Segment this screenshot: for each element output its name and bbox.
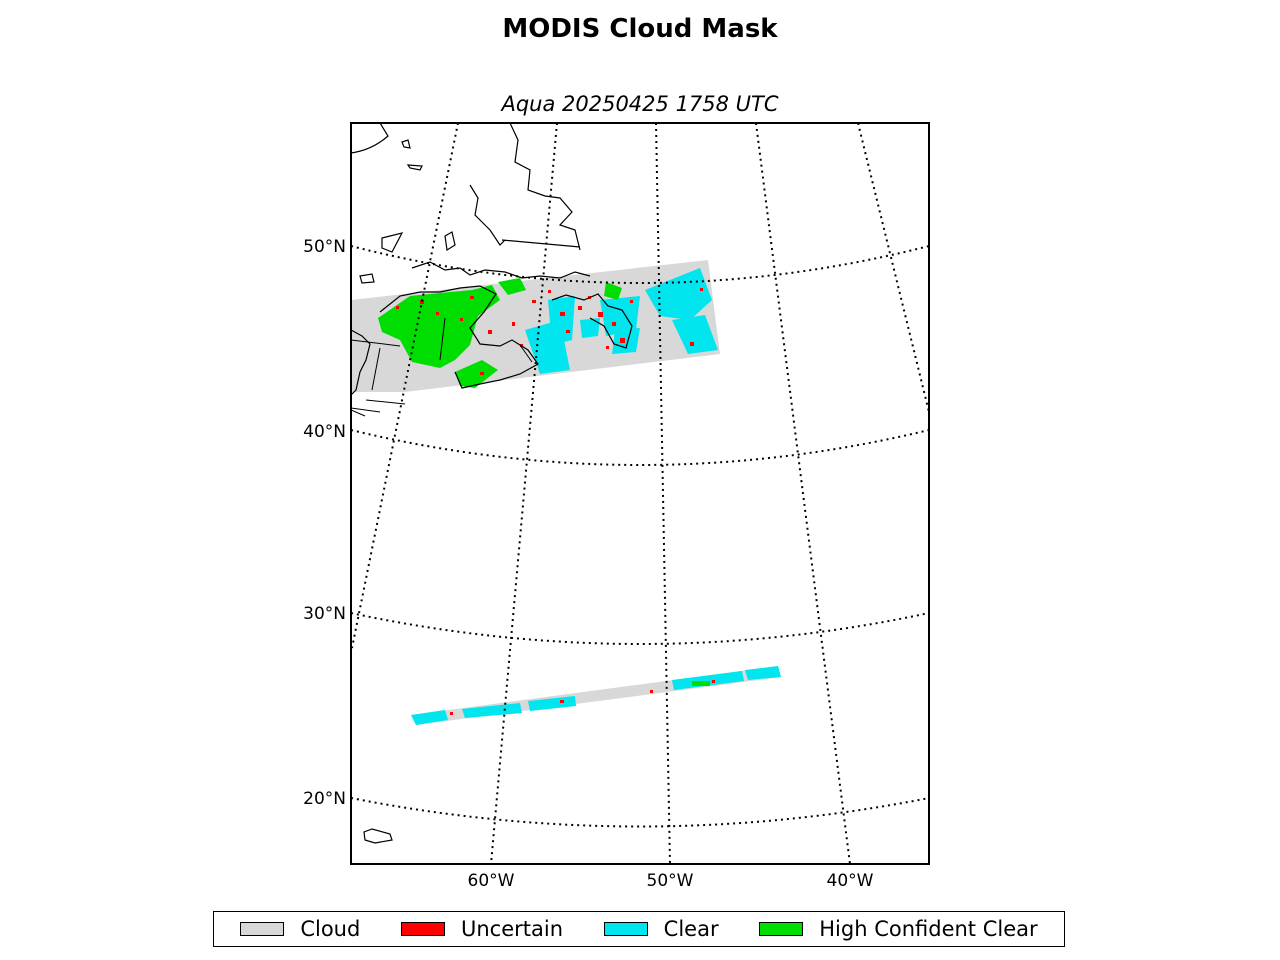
uncertain-south	[450, 680, 715, 715]
uncertain-regions	[396, 288, 703, 375]
legend-item-clear: Clear	[603, 917, 719, 941]
map-subtitle: Aqua 20250425 1758 UTC	[501, 92, 779, 116]
clear-regions	[525, 268, 718, 374]
legend: Cloud Uncertain Clear High Confident Cle…	[213, 911, 1065, 947]
legend-label-clear: Clear	[663, 917, 719, 941]
map-title: MODIS Cloud Mask	[502, 14, 778, 44]
legend-swatch-high-confident-clear	[759, 922, 804, 936]
legend-label-cloud: Cloud	[300, 917, 361, 941]
meridians	[351, 123, 929, 864]
legend-item-uncertain: Uncertain	[400, 917, 564, 941]
lon-label-40w: 40°W	[827, 871, 874, 891]
legend-swatch-cloud	[240, 922, 285, 936]
parallels	[351, 245, 929, 828]
lat-label-40n: 40°N	[303, 422, 346, 442]
lat-label-20n: 20°N	[303, 789, 346, 809]
lon-label-50w: 50°W	[647, 871, 694, 891]
political-borders	[351, 317, 533, 417]
legend-swatch-clear	[603, 922, 648, 936]
high-confident-clear-regions	[378, 278, 622, 388]
legend-item-high-confident-clear: High Confident Clear	[759, 917, 1038, 941]
map-frame	[350, 122, 930, 865]
legend-item-cloud: Cloud	[240, 917, 360, 941]
clear-regions-south	[411, 666, 781, 725]
coastlines	[351, 123, 633, 844]
legend-swatch-uncertain	[400, 922, 445, 936]
legend-label-high-confident-clear: High Confident Clear	[819, 917, 1038, 941]
lat-label-50n: 50°N	[303, 237, 346, 257]
lon-label-60w: 60°W	[468, 871, 515, 891]
map-content	[351, 123, 929, 864]
lat-label-30n: 30°N	[303, 604, 346, 624]
legend-label-uncertain: Uncertain	[460, 917, 564, 941]
high-confident-clear-south	[692, 681, 710, 686]
